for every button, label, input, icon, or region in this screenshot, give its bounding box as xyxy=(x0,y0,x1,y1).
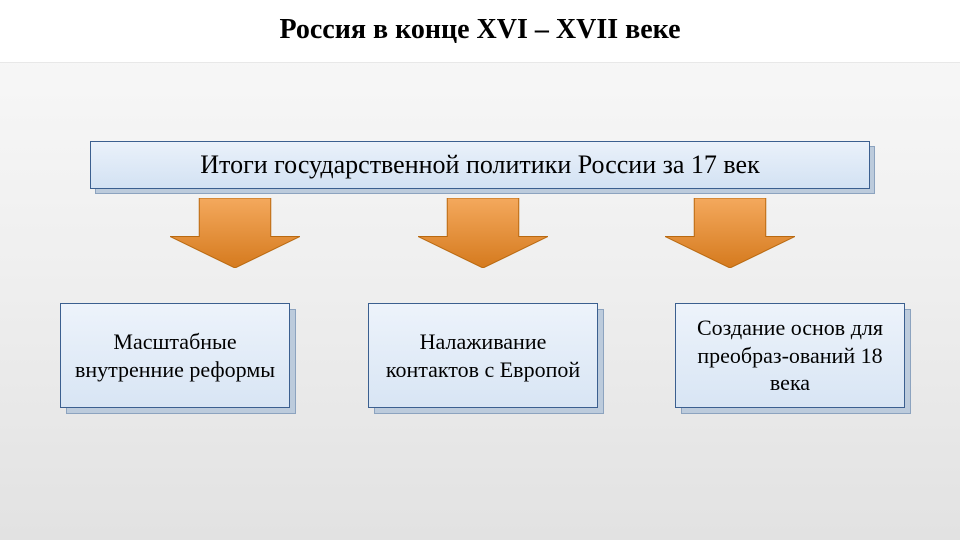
arrow-3 xyxy=(665,198,795,268)
arrow-1 xyxy=(170,198,300,268)
result-box-1: Масштабные внутренние реформы xyxy=(60,303,290,408)
result-box-3: Создание основ для преобраз-ований 18 ве… xyxy=(675,303,905,408)
slide-title: Россия в конце XVI – XVII веке xyxy=(0,14,960,46)
title-band: Россия в конце XVI – XVII веке xyxy=(0,0,960,63)
result-box-2: Налаживание контактов с Европой xyxy=(368,303,598,408)
diagram-area: Итоги государственной политики России за… xyxy=(0,63,960,540)
arrow-2 xyxy=(418,198,548,268)
main-box: Итоги государственной политики России за… xyxy=(90,141,870,189)
